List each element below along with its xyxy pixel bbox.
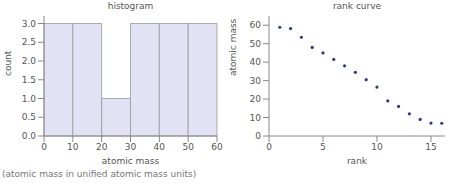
- svg-text:20: 20: [250, 94, 262, 104]
- svg-text:0: 0: [41, 142, 47, 152]
- svg-text:50: 50: [250, 39, 262, 49]
- html-text:rank curve: rank curve: [332, 1, 382, 11]
- svg-text:0: 0: [255, 131, 261, 141]
- svg-text:0.5: 0.5: [22, 112, 36, 122]
- svg-text:count: count: [8, 50, 13, 76]
- svg-text:atomic mass: atomic mass: [228, 18, 238, 76]
- svg-text:20: 20: [96, 142, 108, 152]
- svg-text:5: 5: [320, 142, 326, 152]
- svg-text:0.0: 0.0: [22, 131, 37, 141]
- svg-text:atomic mass: atomic mass: [102, 156, 160, 166]
- svg-text:3.0: 3.0: [22, 19, 37, 29]
- svg-text:2.0: 2.0: [22, 56, 37, 66]
- svg-text:rank: rank: [347, 156, 368, 166]
- svg-text:0: 0: [266, 142, 272, 152]
- svg-text:40: 40: [250, 57, 262, 67]
- svg-text:15: 15: [425, 142, 436, 152]
- svg-text:60: 60: [211, 142, 223, 152]
- svg-text:60: 60: [250, 20, 262, 30]
- html-text:histogram: histogram: [107, 1, 154, 11]
- svg-text:10: 10: [250, 113, 262, 123]
- svg-text:1.0: 1.0: [22, 94, 37, 104]
- svg-text:50: 50: [182, 142, 194, 152]
- svg-text:40: 40: [154, 142, 166, 152]
- svg-text:2.5: 2.5: [22, 37, 36, 47]
- svg-text:10: 10: [67, 142, 79, 152]
- svg-text:30: 30: [125, 142, 137, 152]
- svg-text:10: 10: [371, 142, 383, 152]
- svg-text:30: 30: [250, 76, 262, 86]
- svg-text:1.5: 1.5: [22, 75, 36, 85]
- html-text:(atomic mass in unified atomic: (atomic mass in unified atomic mass unit…: [2, 169, 197, 179]
